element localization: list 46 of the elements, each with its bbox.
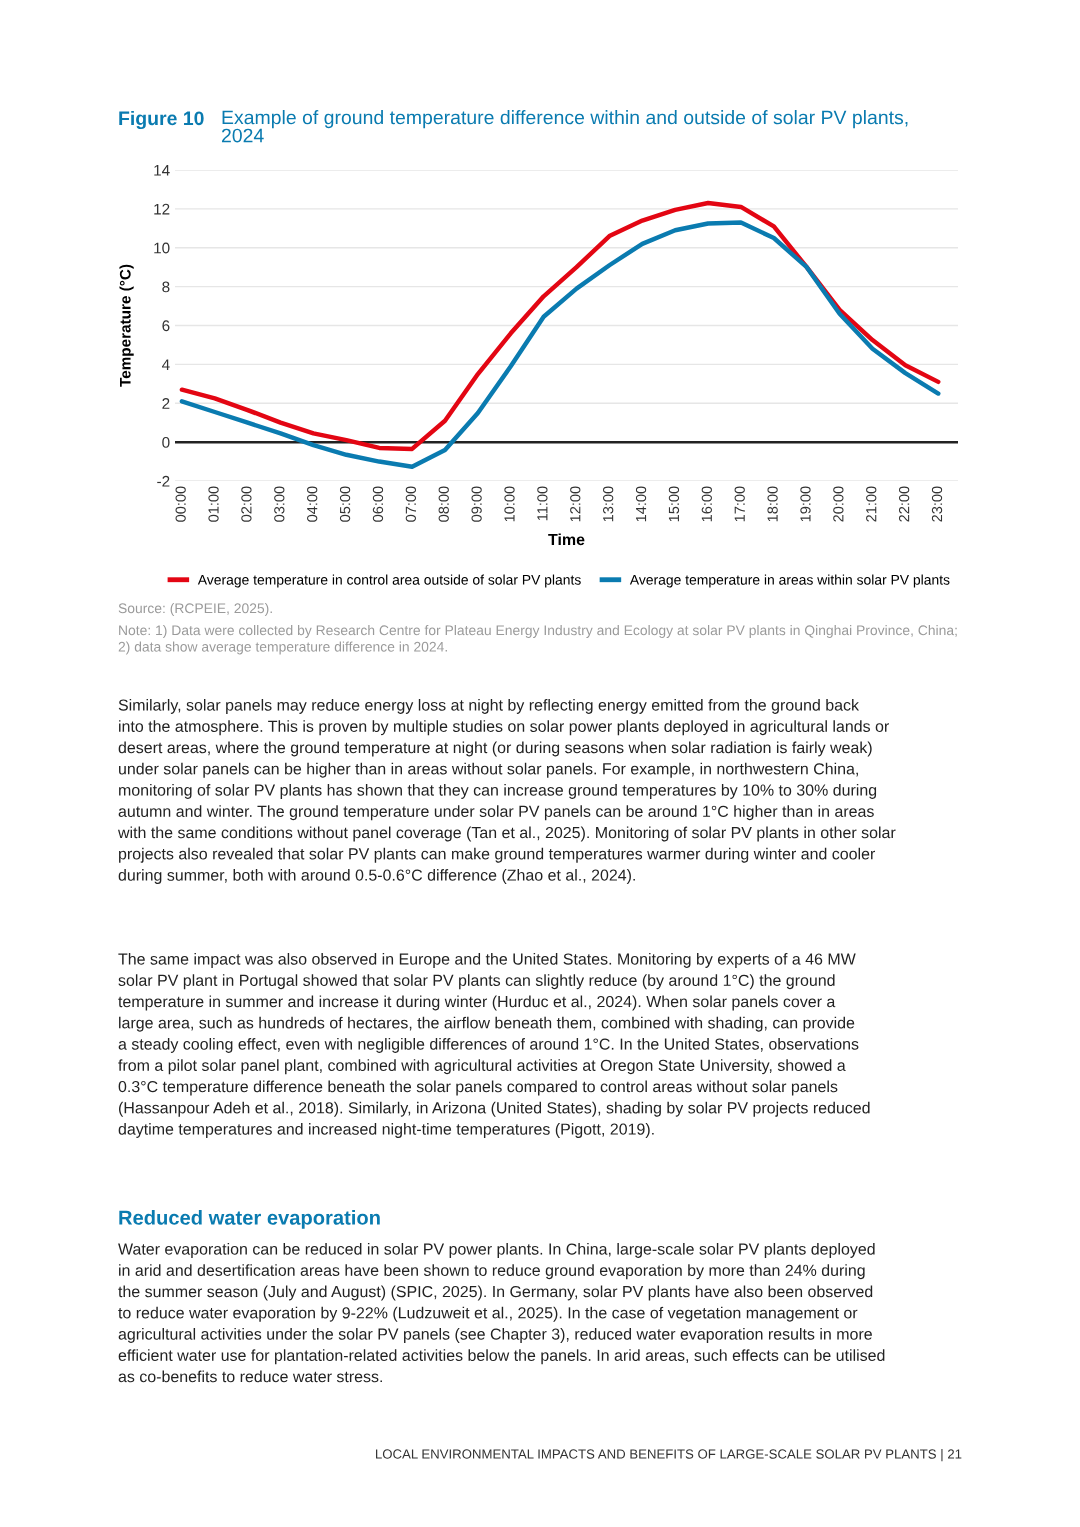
x-tick-label: 21:00 <box>866 486 877 522</box>
y-tick-label: 4 <box>161 359 170 370</box>
chart-subtitle: Example of ground temperature difference within and outside of solar PV plants, 2024 <box>221 110 908 143</box>
x-tick-label: 14:00 <box>635 486 647 522</box>
text: Reduced water evaporation <box>119 1210 380 1229</box>
y-tick-label: 10 <box>154 242 170 254</box>
x-tick-label: 12:00 <box>570 486 581 522</box>
legend-label: Average temperature in control area outside of solar PV plants <box>197 574 581 588</box>
y-tick-label: 0 <box>162 436 170 448</box>
x-tick-label: 13:00 <box>603 486 614 522</box>
legend-label: Average temperature in areas within solar PV plants <box>629 574 950 588</box>
x-tick-label: 23:00 <box>931 486 943 522</box>
chart-title: Figure 10 <box>119 110 204 130</box>
x-tick-label: 10:00 <box>504 486 515 522</box>
x-tick-label: 07:00 <box>405 486 417 522</box>
text: The same impact was also observed in Europe and the United States. Monitoring by experts of a 46 MW solar PV plant in Portugal showed that solar PV plants can slightly reduce (by around 1°C) the ground temperature in summer and increase it during winter (Hurduc et al., 2024). When solar panels cover a large area, such as hundreds of hectares, the airflow beneath them, combined with shading, can provide a steady cooling effect, even with negligible differences of around 1°C. In the United States, observations from a pilot solar panel plant, combined with agricultural activities at Oregon State University, showed a 0.3°C temperature difference beneath the solar panels compared to control areas without solar panels (Hassanpour Adeh et al., 2018). Similarly, in Arizona (United States), shading by solar PV projects reduced daytime temperatures and increased night-time temperatures (Pigott, 2019). <box>118 953 870 1138</box>
source-note: Source: (RCPEIE, 2025). <box>118 603 272 616</box>
y-tick-label: -2 <box>157 475 170 487</box>
text: LOCAL ENVIRONMENTAL IMPACTS AND BENEFITS OF LARGE-SCALE SOLAR PV PLANTS | 21 <box>376 1449 962 1462</box>
x-tick-label: 16:00 <box>701 486 712 522</box>
x-tick-label: 05:00 <box>339 486 351 522</box>
x-tick-label: 04:00 <box>307 486 318 522</box>
x-tick-label: 11:00 <box>537 486 548 521</box>
text: Similarly, solar panels may reduce energy loss at night by reflecting energy emitted from the ground back into the atmosphere. This is proven by multiple studies on solar power plants deployed in agricultural lands or desert areas, where the ground temperature at night (or during seasons when solar radiation is fairly weak) under solar panels can be higher than in areas without solar panels. For example, in northwestern China, monitoring of solar PV plants has shown that they can increase ground temperatures by 10% to 30% during autumn and winter. The ground temperature under solar PV panels can be around 1°C higher than in areas with the same conditions without panel coverage (Tan et al., 2025). Monitoring of solar PV plants in other solar projects also revealed that solar PV plants can make ground temperatures warmer during winter and cooler during summer, both with around 0.5-0.6°C difference (Zhao et al., 2024). <box>117 699 896 884</box>
text: Note: 1) Data were collected by Research Centre for Plateau Energy Industry and Ecology at solar PV plants in Qinghai Province, China; 2) data show average temperature difference in 2024. <box>118 625 957 655</box>
x-tick-label: 02:00 <box>241 486 252 522</box>
x-tick-label: 01:00 <box>208 486 219 522</box>
x-tick-label: 06:00 <box>372 486 384 522</box>
x-tick-label: 18:00 <box>767 486 778 522</box>
x-tick-label: 08:00 <box>438 486 449 522</box>
x-tick-label: 22:00 <box>898 486 910 522</box>
x-tick-label: 20:00 <box>833 486 844 522</box>
y-tick-label: 12 <box>154 203 170 215</box>
y-axis-title: Temperature (°C) <box>119 264 134 387</box>
y-tick-label: 2 <box>162 398 170 409</box>
y-tick-label: 14 <box>154 165 170 176</box>
y-tick-label: 6 <box>162 320 170 332</box>
text: Water evaporation can be reduced in solar PV power plants. In China, large-scale solar PV plants deployed in arid and desertification areas have been shown to reduce ground evaporation by more than 24% during the summer season (July and August) (SPIC, 2025). In Germany, solar PV plants have also been observed to reduce water evaporation by 9-22% (Ludzuweit et al., 2025). In the case of vegetation management or agricultural activities under the solar PV panels (see Chapter 3), reduced water evaporation results in more efficient water use for plantation-related activities below the panels. In arid areas, such effects can be utilised as co-benefits to reduce water stress. <box>118 1243 885 1383</box>
x-tick-label: 00:00 <box>175 486 186 522</box>
x-tick-label: 09:00 <box>471 486 482 522</box>
x-axis-title: Time <box>548 533 585 546</box>
x-tick-label: 03:00 <box>274 486 285 522</box>
x-tick-label: 19:00 <box>800 486 811 522</box>
y-tick-label: 8 <box>162 281 170 293</box>
x-tick-label: 15:00 <box>668 486 680 522</box>
x-tick-label: 17:00 <box>734 486 745 522</box>
